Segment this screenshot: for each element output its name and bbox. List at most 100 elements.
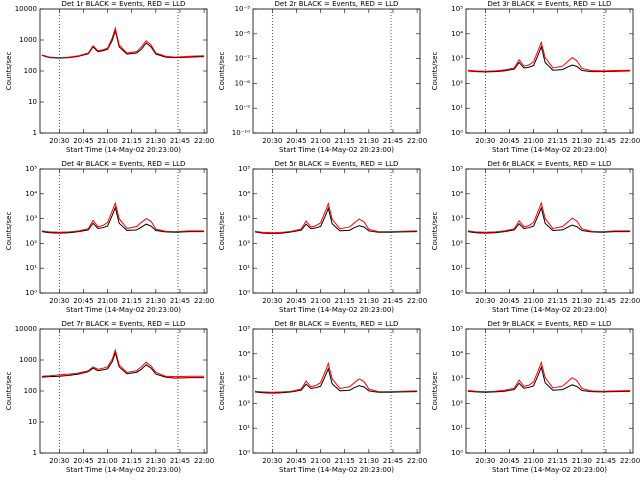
x-tick-label: 21:30 bbox=[359, 457, 379, 465]
x-tick-label: 21:30 bbox=[146, 297, 166, 305]
x-tick-label: 21:00 bbox=[523, 297, 543, 305]
x-tick-label: 21:45 bbox=[383, 137, 403, 145]
y-tick-label: 10¹ bbox=[451, 104, 463, 112]
chart-title: Det 2r BLACK = Events, RED = LLD bbox=[275, 0, 399, 8]
y-tick-label: 10² bbox=[451, 79, 463, 87]
x-axis-label: Start Time (14-May-02 20:23:00) bbox=[492, 146, 607, 154]
y-axis-label: Counts/sec bbox=[431, 52, 439, 91]
y-tick-label: 10³ bbox=[451, 375, 463, 383]
x-tick-label: 21:15 bbox=[335, 137, 355, 145]
plot-frame bbox=[39, 328, 208, 454]
x-tick-label: 20:45 bbox=[499, 457, 519, 465]
plot-frame bbox=[252, 168, 421, 294]
y-tick-label: 10⁰ bbox=[451, 449, 463, 457]
x-axis-label: Start Time (14-May-02 20:23:00) bbox=[279, 306, 394, 314]
y-tick-label: 10⁵ bbox=[451, 165, 463, 173]
x-tick-label: 21:15 bbox=[548, 297, 568, 305]
y-axis-label: Counts/sec bbox=[218, 52, 226, 91]
y-tick-label: 10⁻⁶ bbox=[235, 30, 251, 38]
y-tick-label: 10⁴ bbox=[451, 30, 463, 38]
x-axis-label: Start Time (14-May-02 20:23:00) bbox=[66, 306, 181, 314]
x-tick-label: 21:15 bbox=[335, 457, 355, 465]
y-tick-label: 1000 bbox=[19, 36, 37, 44]
series-line bbox=[41, 351, 205, 379]
y-tick-label: 10⁻⁸ bbox=[235, 79, 251, 87]
x-tick-label: 21:15 bbox=[548, 457, 568, 465]
x-tick-label: 20:30 bbox=[262, 457, 282, 465]
y-tick-label: 10¹ bbox=[238, 264, 250, 272]
series-line bbox=[467, 365, 631, 393]
x-tick-label: 21:30 bbox=[572, 297, 592, 305]
x-tick-label: 21:00 bbox=[310, 137, 330, 145]
x-tick-label: 21:45 bbox=[596, 137, 616, 145]
x-tick-label: 20:45 bbox=[286, 457, 306, 465]
x-tick-label: 21:15 bbox=[122, 297, 142, 305]
chart-title: Det 1r BLACK = Events, RED = LLD bbox=[62, 0, 186, 8]
panel: Det 5r BLACK = Events, RED = LLD Start Ti… bbox=[218, 160, 427, 314]
y-tick-label: 10 bbox=[28, 418, 37, 426]
y-tick-label: 10⁰ bbox=[451, 129, 463, 137]
y-tick-label: 10³ bbox=[451, 215, 463, 223]
x-tick-label: 21:45 bbox=[596, 457, 616, 465]
chart-title: Det 4r BLACK = Events, RED = LLD bbox=[62, 160, 186, 168]
x-tick-label: 21:15 bbox=[122, 137, 142, 145]
panel: Det 2r BLACK = Events, RED = LLD Start Ti… bbox=[218, 0, 427, 154]
x-tick-label: 20:45 bbox=[73, 457, 93, 465]
plot-frame bbox=[465, 328, 634, 454]
x-tick-label: 21:30 bbox=[572, 457, 592, 465]
y-tick-label: 100 bbox=[24, 67, 37, 75]
x-tick-label: 20:45 bbox=[73, 137, 93, 145]
y-tick-label: 10¹ bbox=[238, 424, 250, 432]
y-tick-label: 10⁴ bbox=[238, 190, 250, 198]
y-tick-label: 10 bbox=[28, 98, 37, 106]
x-tick-label: 20:45 bbox=[499, 137, 519, 145]
x-axis-label: Start Time (14-May-02 20:23:00) bbox=[492, 306, 607, 314]
y-tick-label: 10⁴ bbox=[25, 190, 37, 198]
series-line bbox=[254, 206, 418, 235]
x-tick-label: 20:30 bbox=[475, 297, 495, 305]
y-tick-label: 10⁵ bbox=[238, 325, 250, 333]
y-tick-label: 1 bbox=[33, 449, 37, 457]
x-tick-label: 21:45 bbox=[383, 457, 403, 465]
x-tick-label: 22:00 bbox=[407, 137, 427, 145]
x-tick-label: 21:15 bbox=[548, 137, 568, 145]
plot-frame bbox=[252, 8, 421, 134]
series-line bbox=[41, 348, 205, 378]
y-tick-label: 10⁻¹⁰ bbox=[232, 129, 250, 137]
x-tick-label: 20:45 bbox=[499, 297, 519, 305]
panel: Det 9r BLACK = Events, RED = LLD Start Ti… bbox=[431, 320, 640, 474]
x-tick-label: 22:00 bbox=[407, 457, 427, 465]
x-tick-label: 21:15 bbox=[335, 297, 355, 305]
x-tick-label: 22:00 bbox=[620, 297, 640, 305]
chart-title: Det 3r BLACK = Events, RED = LLD bbox=[488, 0, 612, 8]
series-line bbox=[254, 202, 418, 234]
y-tick-label: 10² bbox=[238, 399, 250, 407]
plot-frame bbox=[465, 8, 634, 134]
panel: Det 8r BLACK = Events, RED = LLD Start Ti… bbox=[218, 320, 427, 474]
plot-frame bbox=[39, 168, 208, 294]
panel: Det 7r BLACK = Events, RED = LLD Start Ti… bbox=[5, 320, 214, 474]
series-line bbox=[41, 205, 205, 234]
series-line bbox=[467, 45, 631, 73]
x-tick-label: 22:00 bbox=[194, 137, 214, 145]
y-tick-label: 10⁻⁵ bbox=[235, 5, 251, 13]
x-tick-label: 21:45 bbox=[170, 137, 190, 145]
x-tick-label: 21:30 bbox=[359, 297, 379, 305]
y-tick-label: 10⁴ bbox=[451, 190, 463, 198]
series-line bbox=[41, 201, 205, 233]
y-axis-label: Counts/sec bbox=[5, 212, 13, 251]
x-tick-label: 21:00 bbox=[523, 457, 543, 465]
plot-frame bbox=[465, 168, 634, 294]
x-tick-label: 21:15 bbox=[122, 457, 142, 465]
x-tick-label: 20:30 bbox=[262, 297, 282, 305]
y-tick-label: 10⁵ bbox=[451, 325, 463, 333]
y-tick-label: 10² bbox=[25, 239, 37, 247]
y-tick-label: 10⁰ bbox=[25, 289, 37, 297]
x-tick-label: 20:30 bbox=[49, 297, 69, 305]
series-line bbox=[254, 367, 418, 394]
y-axis-label: Counts/sec bbox=[218, 372, 226, 411]
plot-frame bbox=[39, 8, 208, 134]
y-tick-label: 10³ bbox=[25, 215, 37, 223]
